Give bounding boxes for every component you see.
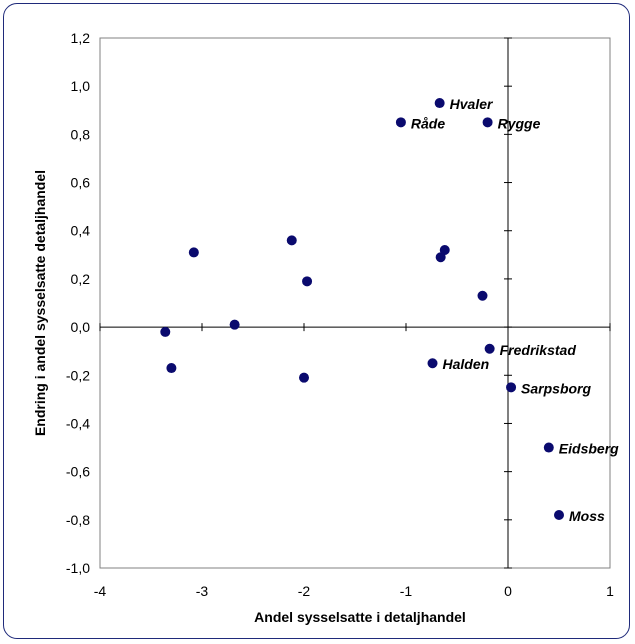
data-point: [435, 252, 446, 263]
data-point: [302, 276, 313, 287]
data-point-label: Moss: [569, 508, 605, 524]
y-tick-label: -0,4: [66, 415, 90, 431]
y-tick-label: 1,2: [71, 30, 91, 46]
data-point: [543, 442, 554, 453]
data-point: [484, 343, 495, 354]
data-point: [434, 98, 445, 109]
y-tick-label: -0,2: [66, 367, 90, 383]
data-point-label: Råde: [411, 115, 445, 131]
data-point: [477, 290, 488, 301]
plot-area: [99, 37, 611, 569]
data-point-label: Rygge: [498, 115, 541, 131]
data-point-label: Fredrikstad: [500, 342, 577, 358]
data-point: [229, 319, 240, 330]
data-point-label: Halden: [443, 356, 490, 372]
x-tick-label: 0: [504, 583, 512, 599]
y-ticks: -1,0 -0,8 -0,6 -0,4 -0,2 0,0 0,2 0,4 0,6 0,8 1,0 1,…: [66, 30, 512, 576]
x-tick-label: -1: [400, 583, 413, 599]
x-tick-label: 1: [606, 583, 614, 599]
y-tick-label: 0,2: [71, 271, 91, 287]
data-point: [482, 117, 493, 128]
data-point: [188, 247, 199, 258]
data-point-label: Eidsberg: [559, 441, 619, 457]
y-tick-label: -0,8: [66, 512, 90, 528]
data-point-label: Hvaler: [450, 96, 494, 112]
x-tick-label: -3: [196, 583, 209, 599]
x-tick-label: -4: [94, 583, 107, 599]
point-labels: Hvaler Råde Rygge Halden Fredrikstad Sarpsbor…: [411, 96, 619, 524]
data-point: [299, 372, 309, 383]
data-point: [395, 117, 406, 128]
x-axis-title: Andel sysselsatte i detaljhandel: [254, 609, 466, 625]
x-ticks: -4 -3 -2 -1 0 1: [94, 323, 614, 599]
data-point-label: Sarpsborg: [521, 380, 591, 396]
x-tick-label: -2: [298, 583, 311, 599]
y-tick-label: 1,0: [71, 78, 91, 94]
y-tick-label: -1,0: [66, 560, 90, 576]
y-tick-label: 0,8: [71, 126, 91, 142]
data-point: [160, 326, 171, 337]
y-axis-title: Endring i andel sysselsatte detaljhandel: [32, 170, 48, 436]
data-point: [554, 510, 564, 520]
data-point: [166, 363, 177, 374]
y-tick-label: 0,4: [71, 223, 91, 239]
data-point: [506, 382, 517, 393]
data-point: [427, 358, 438, 369]
data-points: [160, 98, 564, 520]
y-tick-label: -0,6: [66, 464, 90, 480]
y-tick-label: 0,0: [71, 319, 91, 335]
y-tick-label: 0,6: [71, 175, 91, 191]
data-point: [286, 235, 297, 246]
